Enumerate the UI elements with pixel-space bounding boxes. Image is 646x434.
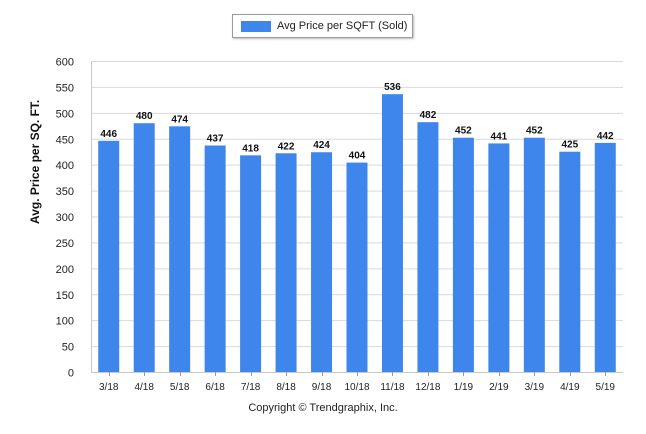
x-tick-label: 2/19 bbox=[489, 382, 509, 393]
y-tick-label: 450 bbox=[56, 134, 74, 146]
bar bbox=[523, 137, 545, 372]
bar bbox=[275, 153, 297, 372]
x-tick-label: 11/18 bbox=[380, 382, 405, 393]
bar bbox=[452, 137, 474, 372]
x-tick-label: 8/18 bbox=[276, 382, 296, 393]
y-tick-label: 550 bbox=[56, 82, 74, 94]
x-tick-label: 1/19 bbox=[454, 382, 474, 393]
bar bbox=[204, 145, 226, 372]
bar bbox=[594, 142, 616, 372]
data-label: 474 bbox=[171, 114, 188, 125]
bar bbox=[488, 143, 510, 372]
data-label: 482 bbox=[420, 110, 437, 121]
bar bbox=[559, 151, 581, 372]
data-label: 418 bbox=[242, 143, 259, 154]
y-tick-label: 150 bbox=[56, 290, 74, 302]
data-label: 452 bbox=[526, 126, 543, 137]
x-tick-label: 3/19 bbox=[525, 382, 545, 393]
x-tick-label: 10/18 bbox=[344, 382, 369, 393]
data-label: 452 bbox=[455, 126, 472, 137]
data-label: 422 bbox=[278, 141, 295, 152]
bar bbox=[381, 94, 403, 372]
x-tick-label: 3/18 bbox=[99, 382, 119, 393]
data-label: 404 bbox=[349, 151, 366, 162]
y-tick-label: 400 bbox=[56, 160, 74, 172]
x-tick-label: 4/19 bbox=[560, 382, 580, 393]
bar bbox=[240, 155, 262, 372]
data-label: 480 bbox=[136, 111, 153, 122]
y-tick-label: 600 bbox=[56, 57, 74, 69]
y-tick-label: 350 bbox=[56, 186, 74, 198]
x-tick-label: 6/18 bbox=[205, 382, 225, 393]
data-label: 424 bbox=[313, 140, 330, 151]
x-tick-label: 9/18 bbox=[312, 382, 332, 393]
x-tick-label: 12/18 bbox=[415, 382, 440, 393]
data-label: 437 bbox=[207, 133, 224, 144]
legend-label: Avg Price per SQFT (Sold) bbox=[277, 20, 408, 32]
data-label: 442 bbox=[597, 131, 614, 142]
x-tick-label: 5/18 bbox=[170, 382, 190, 393]
bar bbox=[98, 140, 120, 372]
y-tick-label: 300 bbox=[56, 212, 74, 224]
y-tick-label: 50 bbox=[62, 342, 74, 354]
data-label: 441 bbox=[491, 131, 508, 142]
chart-legend: Avg Price per SQFT (Sold) bbox=[232, 14, 413, 38]
bar bbox=[133, 123, 155, 372]
y-tick-label: 200 bbox=[56, 264, 74, 276]
y-axis-label: Avg. Price per SQ. FT. bbox=[28, 99, 42, 224]
x-tick-label: 4/18 bbox=[134, 382, 154, 393]
bar bbox=[417, 122, 439, 372]
data-label: 425 bbox=[561, 140, 578, 151]
bar bbox=[346, 162, 368, 372]
data-label: 536 bbox=[384, 82, 401, 93]
legend-swatch bbox=[241, 20, 271, 32]
bar bbox=[169, 126, 191, 372]
data-label: 446 bbox=[100, 129, 117, 140]
copyright-footer: Copyright © Trendgraphix, Inc. bbox=[248, 402, 398, 414]
y-tick-label: 500 bbox=[56, 108, 74, 120]
x-tick-label: 5/19 bbox=[596, 382, 616, 393]
y-tick-label: 250 bbox=[56, 238, 74, 250]
x-tick-label: 7/18 bbox=[241, 382, 261, 393]
y-tick-label: 0 bbox=[68, 368, 74, 380]
y-tick-label: 100 bbox=[56, 316, 74, 328]
bar bbox=[311, 152, 333, 372]
